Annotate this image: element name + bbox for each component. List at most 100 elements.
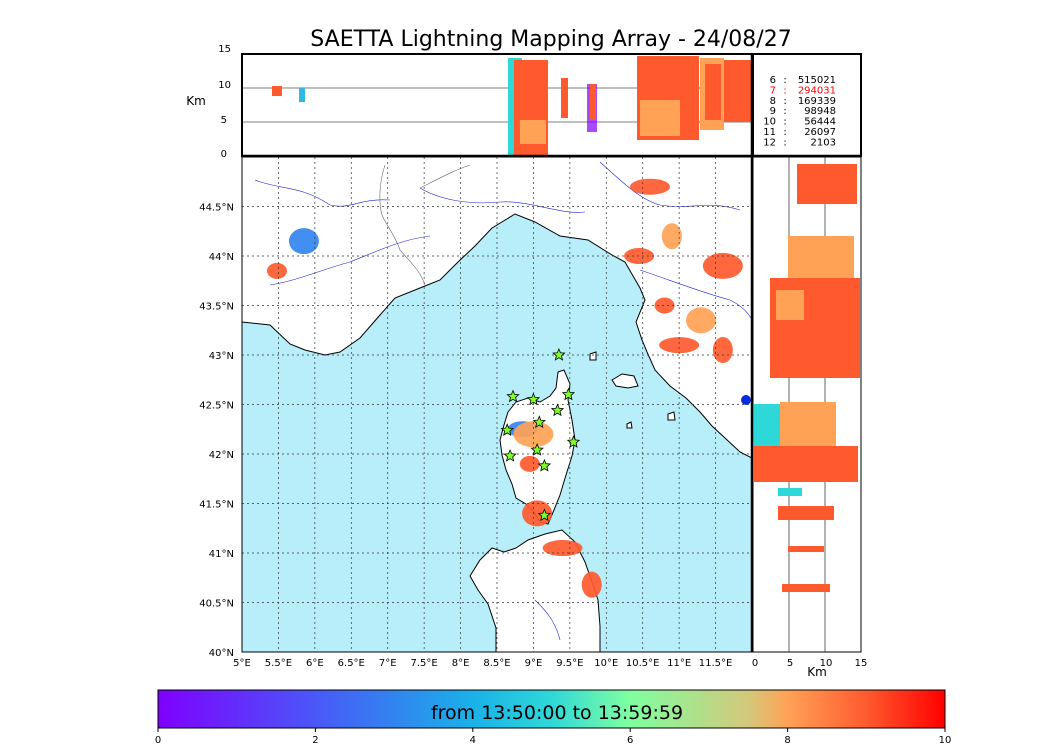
map-xtick-label: 7.5°E [411, 658, 438, 669]
station-count-label: 7 [770, 85, 776, 96]
station-star-marker [550, 403, 565, 417]
altitude-panel-top: Km 0 5 10 15 [186, 44, 753, 160]
lightning-cluster [686, 307, 716, 334]
map-ytick-label: 40.5°N [199, 599, 234, 610]
colorbar-tick-label: 2 [312, 735, 318, 746]
station-star-marker [500, 423, 514, 436]
top-panel-ylabel: Km [186, 94, 206, 108]
right-storm-band [788, 546, 824, 552]
map-xtick-label: 8.5°E [483, 658, 510, 669]
colorbar-gradient [157, 689, 946, 729]
station-count-label: 12 [763, 137, 776, 148]
map-ytick-label: 43°N [209, 351, 234, 362]
lightning-cluster [630, 178, 670, 195]
top-storm-column [705, 64, 721, 120]
top-storm-column [561, 78, 568, 118]
lightning-cluster [712, 337, 733, 364]
map-xtick-label: 6°E [306, 658, 324, 669]
borders [379, 164, 471, 286]
station-count-value: 56444 [804, 117, 836, 128]
station-star-marker [506, 389, 520, 403]
map-xtick-label: 9°E [525, 658, 543, 669]
lightning-cluster [288, 228, 319, 255]
lightning-cluster [654, 297, 675, 314]
map-xtick-label: 5°E [233, 658, 251, 669]
capraia-island [589, 351, 597, 361]
colorbar: from 13:50:00 to 13:59:59 0 2 4 6 8 10 [155, 689, 951, 746]
station-count-separator: : [783, 117, 786, 128]
top-storm-column [640, 100, 680, 136]
right-storm-band [778, 488, 802, 496]
top-storm-column [590, 84, 596, 120]
station-count-separator: : [783, 96, 786, 107]
station-count-legend: 6: 515021 7: 294031 8: 169339 9: 98948 10: 56444 1… [752, 53, 862, 157]
station-star-marker [530, 442, 544, 456]
top-storm-column [272, 86, 282, 96]
map-ytick-label: 44.5°N [199, 203, 234, 214]
station-count-label: 9 [770, 106, 776, 117]
map-ytick-label: 43.5°N [199, 302, 234, 313]
station-count-label: 6 [770, 75, 776, 86]
right-storm-band [797, 164, 857, 204]
station-star-marker [526, 392, 541, 406]
station-count-label: 11 [763, 127, 776, 138]
map-panel: 5°E 5.5°E 6°E 6.5°E 7°E 7.5°E 8°E 8.5°E 9°E 9.5°E… [199, 156, 753, 669]
station-star-marker [561, 387, 576, 401]
map-xtick-label: 8°E [452, 658, 470, 669]
station-star-marker [532, 415, 546, 429]
station-count-label: 8 [770, 96, 776, 107]
map-xtick-label: 11.5°E [699, 658, 733, 669]
top-panel-ytick: 5 [221, 115, 227, 126]
top-panel-ytick: 10 [218, 80, 231, 91]
station-count-label: 10 [763, 117, 776, 128]
station-count-separator: : [783, 85, 786, 96]
map-xtick-label: 7°E [379, 658, 397, 669]
right-storm-band [782, 584, 830, 592]
station-star-marker [537, 508, 552, 522]
station-star-marker [552, 347, 566, 361]
station-count-value: 26097 [804, 127, 836, 138]
map-xtick-label: 11°E [667, 658, 691, 669]
montecristo-island [626, 421, 633, 429]
altitude-panel-right: 0 5 10 15 Km [242, 54, 867, 679]
right-storm-band [754, 446, 858, 482]
station-count-separator: : [783, 75, 786, 86]
colorbar-tick-label: 6 [627, 735, 633, 746]
right-storm-band [776, 290, 804, 320]
giglio-island [667, 411, 676, 421]
right-panel-xlabel: Km [807, 665, 827, 679]
station-count-separator: : [783, 137, 786, 148]
station-star-marker [566, 435, 581, 448]
station-count-value: 169339 [798, 96, 836, 107]
right-storm-band [788, 236, 854, 280]
station-count-value: 98948 [804, 106, 836, 117]
station-count-separator: : [783, 127, 786, 138]
map-ytick-label: 41.5°N [199, 500, 234, 511]
map-xtick-label: 6.5°E [338, 658, 365, 669]
lightning-cluster [581, 571, 602, 598]
colorbar-time-label: from 13:50:00 to 13:59:59 [431, 702, 683, 724]
station-count-value: 515021 [798, 75, 836, 86]
map-ytick-label: 44°N [209, 252, 234, 263]
lightning-cluster [659, 337, 700, 354]
lightning-cluster [266, 262, 287, 279]
map-ytick-label: 41°N [209, 549, 234, 560]
chart-title: SAETTA Lightning Mapping Array - 24/08/2… [310, 27, 791, 52]
station-star-marker [503, 448, 517, 462]
map-xtick-label: 10°E [594, 658, 618, 669]
sardinia-island [469, 529, 601, 652]
map-ytick-label: 42°N [209, 450, 234, 461]
lightning-cluster [522, 500, 553, 527]
lightning-cluster [513, 421, 554, 448]
right-storm-band [780, 402, 836, 450]
colorbar-tick-label: 8 [784, 735, 790, 746]
lightning-cluster [702, 252, 743, 279]
station-star-marker [537, 458, 552, 472]
rivers [254, 161, 752, 641]
right-panel-xtick: 5 [787, 658, 793, 669]
colorbar-tick-label: 4 [470, 735, 476, 746]
top-storm-column [299, 88, 305, 102]
lightning-cluster [661, 223, 682, 250]
right-panel-xtick: 0 [752, 658, 758, 669]
map-ytick-label: 42.5°N [199, 401, 234, 412]
